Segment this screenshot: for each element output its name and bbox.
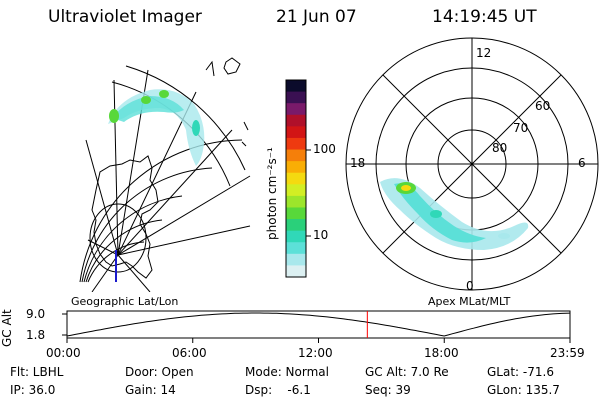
mlt-diagonal xyxy=(382,74,562,254)
colorbar-unit-label: photon cm⁻²s⁻¹ xyxy=(265,147,279,240)
time-label: 14:19:45 UT xyxy=(432,7,537,27)
colorbar-segment xyxy=(286,207,306,220)
coastline xyxy=(241,121,249,147)
altitude-plot-frame xyxy=(66,310,571,339)
colorbar-segment xyxy=(286,219,306,232)
status-ip: IP: 36.0 xyxy=(10,383,56,397)
polar-aurora-overlay xyxy=(380,178,529,250)
lat-arc xyxy=(87,241,145,283)
mlat-label-80: 80 xyxy=(492,141,508,155)
colorbar-segment xyxy=(286,80,306,93)
x-tick-label-0600: 06:00 xyxy=(172,346,207,360)
colorbar-segment xyxy=(286,103,306,116)
coastline xyxy=(223,57,241,75)
x-tick-label-0000: 00:00 xyxy=(46,346,81,360)
colorbar-segment xyxy=(286,114,306,127)
colorbar-tick-label-10: 10 xyxy=(313,228,329,242)
date-label: 21 Jun 07 xyxy=(276,7,357,27)
mlat-label-70: 70 xyxy=(513,121,529,135)
status-geo-latitude: GLat: -71.6 xyxy=(487,365,554,379)
x-tick-label-1800: 18:00 xyxy=(424,346,459,360)
status-gain: Gain: 14 xyxy=(125,383,176,397)
mlat-label-60: 60 xyxy=(535,99,551,113)
instrument-title: Ultraviolet Imager xyxy=(48,7,202,27)
meridian xyxy=(117,129,233,256)
colorbar-segment xyxy=(286,265,306,278)
meridian xyxy=(117,225,251,256)
status-geo-longitude: GLon: 135.7 xyxy=(487,383,560,397)
meridian xyxy=(91,254,119,292)
status-gc-altitude: GC Alt: 7.0 Re xyxy=(365,365,449,379)
lat-arc xyxy=(85,219,163,283)
altitude-ylabel: GC Alt xyxy=(0,309,14,347)
right-panel-caption: Apex MLat/MLT xyxy=(428,295,511,308)
colorbar-segment xyxy=(286,242,306,255)
meridian xyxy=(87,239,119,256)
geographic-map-panel xyxy=(79,57,251,292)
colorbar-tick-label-100: 100 xyxy=(313,142,336,156)
altitude-plot xyxy=(62,310,571,343)
colorbar-segment xyxy=(286,172,306,185)
meridian xyxy=(85,139,119,256)
altitude-ymin-label: 1.8 xyxy=(26,328,46,342)
x-tick-label-2359: 23:59 xyxy=(550,346,585,360)
colorbar-segment xyxy=(286,195,306,209)
colorbar xyxy=(286,80,306,278)
colorbar-segment xyxy=(286,230,306,243)
altitude-ymax-label: 9.0 xyxy=(26,307,46,321)
colorbar-segment xyxy=(286,149,306,162)
meridian xyxy=(117,254,151,292)
coastline xyxy=(91,155,159,279)
colorbar-segment xyxy=(286,137,306,151)
x-ticks xyxy=(66,338,571,343)
status-mode: Mode: Normal xyxy=(245,365,329,379)
altitude-curve xyxy=(66,312,571,337)
mlt-label-top: 12 xyxy=(476,46,492,60)
left-aurora-overlay xyxy=(108,89,205,166)
mlt-label-bottom: 0 xyxy=(466,279,474,293)
lat-arc xyxy=(83,195,183,283)
left-panel-caption: Geographic Lat/Lon xyxy=(71,295,179,308)
colorbar-segment xyxy=(286,126,306,139)
status-filter: Flt: LBHL xyxy=(10,365,64,379)
meridian xyxy=(117,175,251,256)
mlt-label-left: 18 xyxy=(350,156,366,170)
colorbar-segment xyxy=(286,161,306,174)
status-sequence: Seq: 39 xyxy=(365,383,411,397)
status-dsp: Dsp: -6.1 xyxy=(245,383,311,397)
view-boundary xyxy=(125,65,246,171)
colorbar-frame xyxy=(285,79,307,278)
colorbar-segment xyxy=(286,91,306,104)
polar-plot-panel xyxy=(345,37,599,291)
coastline xyxy=(205,60,215,77)
status-door: Door: Open xyxy=(125,365,194,379)
colorbar-segment xyxy=(286,184,306,197)
lat-arc xyxy=(79,139,243,283)
lat-arc xyxy=(81,167,213,283)
colorbar-segment xyxy=(286,253,306,267)
x-tick-label-1200: 12:00 xyxy=(298,346,333,360)
mlt-label-right: 6 xyxy=(578,156,586,170)
